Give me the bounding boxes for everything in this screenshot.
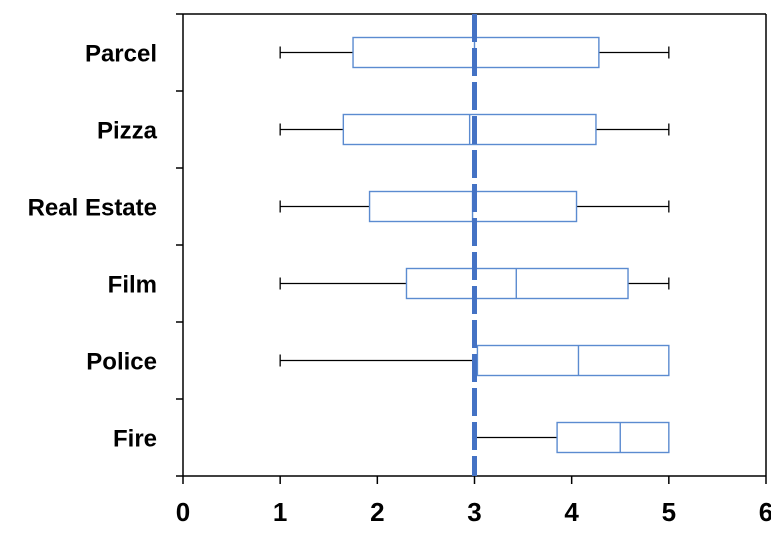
box-film: [279, 267, 670, 300]
x-tick-labels: 0 1 2 3 4 5 6: [176, 497, 771, 527]
category-label: Pizza: [97, 118, 158, 145]
box-iqr: [405, 267, 629, 300]
box-police: [279, 344, 670, 377]
category-label: Parcel: [85, 41, 157, 68]
box-pizza: [279, 113, 670, 146]
x-tick-label: 5: [662, 497, 676, 527]
category-label: Film: [108, 272, 157, 299]
category-label: Police: [86, 349, 157, 376]
x-tick-label: 2: [370, 497, 384, 527]
box-series: [279, 36, 670, 454]
x-tick-label: 4: [564, 497, 579, 527]
x-tick-label: 1: [273, 497, 287, 527]
category-labels: Parcel Pizza Real Estate Film Police Fire: [28, 41, 158, 453]
box-fire: [473, 421, 670, 454]
category-label: Real Estate: [28, 195, 157, 222]
box-iqr: [476, 344, 670, 377]
x-tick-label: 3: [467, 497, 481, 527]
x-tick-label: 0: [176, 497, 190, 527]
category-label: Fire: [113, 426, 157, 453]
box-iqr: [556, 421, 670, 454]
plot-axes: [176, 13, 767, 484]
x-tick-label: 6: [759, 497, 771, 527]
